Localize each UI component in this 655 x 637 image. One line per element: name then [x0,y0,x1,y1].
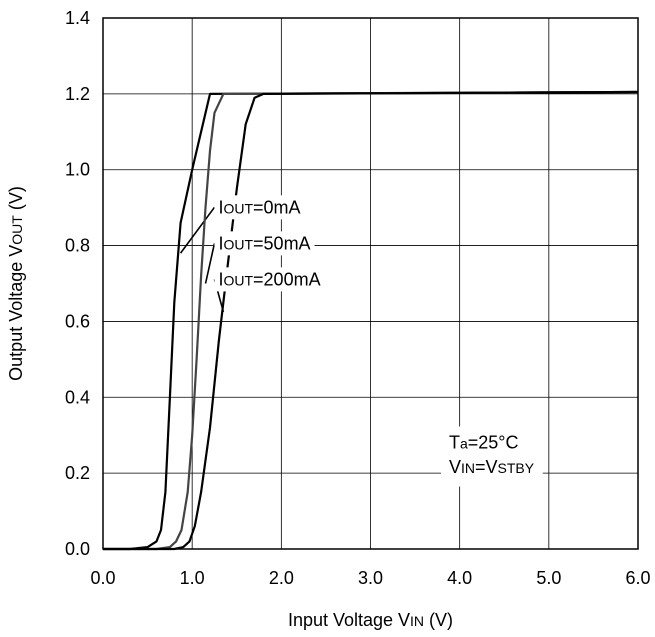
y-tick-label: 0.0 [65,539,90,559]
x-tick-label: 4.0 [447,568,472,588]
ambient-temperature-annotation: Ta=25°C [449,432,519,452]
x-tick-label: 1.0 [180,568,205,588]
condition-annotations: Ta=25°C VIN=VSTBY [440,426,543,487]
y-tick-label: 0.2 [65,463,90,483]
series-label-background [214,267,325,292]
leader-line [204,243,216,284]
annotation-background [440,426,543,487]
x-tick-label: 3.0 [358,568,383,588]
plot-frame [102,17,639,550]
series-line-1 [103,90,639,551]
grid [103,18,638,549]
series-label-1: IOUT=50mA [218,233,310,253]
x-tick-label: 2.0 [269,568,294,588]
x-tick-label: 0.0 [90,568,115,588]
x-tick-label: 6.0 [625,568,650,588]
x-axis-title: Input Voltage VIN (V) [288,610,453,630]
input-condition-annotation: VIN=VSTBY [449,457,535,477]
series-labels: IOUT=0mA IOUT=50mA IOUT=200mA [214,195,325,292]
y-tick-label: 0.8 [65,236,90,256]
y-tick-label: 1.2 [65,84,90,104]
series-line-0 [103,90,639,551]
series-label-background [214,231,315,256]
series-label-background [214,195,305,220]
y-tick-labels: 0.0 0.2 0.4 0.6 0.8 1.0 1.2 1.4 [65,8,90,559]
series-line-2 [103,90,639,551]
series-lines [103,90,639,551]
y-tick-label: 1.4 [65,8,90,28]
leader-line [179,206,216,254]
y-tick-label: 1.0 [65,160,90,180]
series-label-2: IOUT=200mA [218,269,320,289]
series-label-0: IOUT=0mA [218,197,300,217]
x-tick-label: 5.0 [536,568,561,588]
y-axis-title: Output Voltage VOUT (V) [6,186,26,381]
y-tick-label: 0.6 [65,311,90,331]
x-tick-labels: 0.0 1.0 2.0 3.0 4.0 5.0 6.0 [90,568,650,588]
y-tick-label: 0.4 [65,387,90,407]
